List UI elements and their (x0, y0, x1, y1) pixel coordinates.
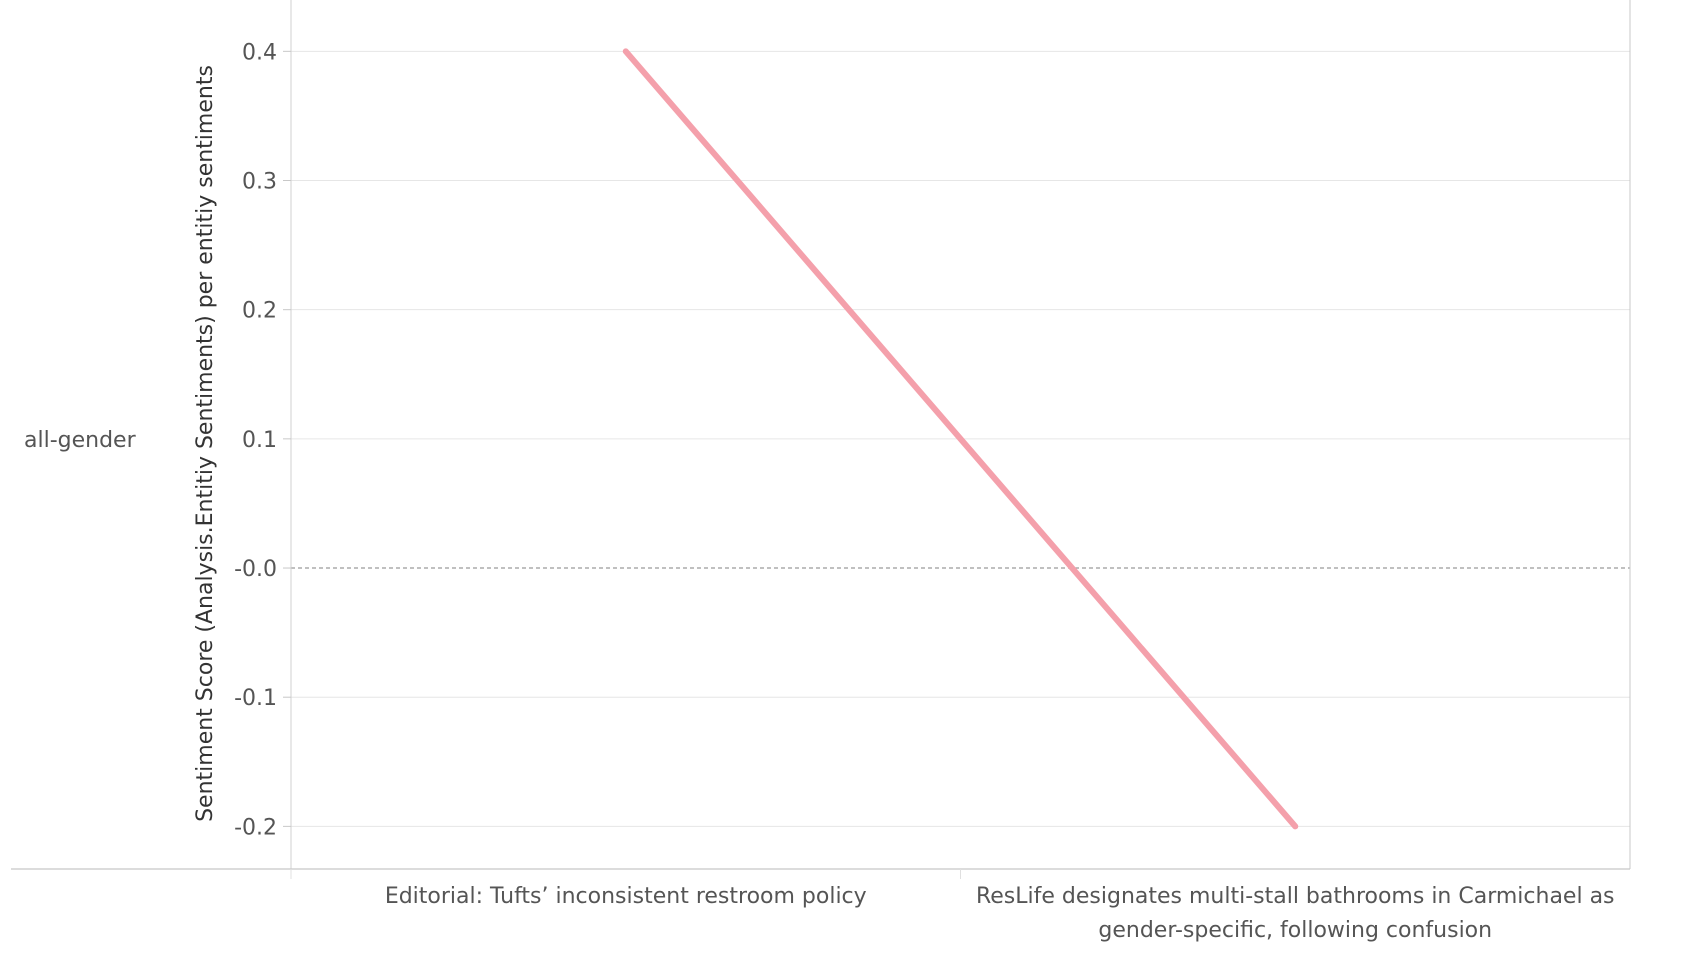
y-tick-label: -0.1 (234, 686, 277, 711)
y-tick-label: -0.0 (234, 557, 277, 582)
row-header-label: all-gender (24, 428, 137, 453)
x-axis-categories: Editorial: Tufts’ inconsistent restroom … (385, 884, 1615, 943)
y-tick-label: 0.4 (242, 40, 277, 65)
x-category-label: Editorial: Tufts’ inconsistent restroom … (385, 884, 867, 909)
series-line (622, 48, 1299, 830)
x-category-label: ResLife designates multi-stall bathrooms… (976, 884, 1615, 943)
series-lines (622, 48, 1299, 830)
gridlines (291, 50, 1630, 827)
y-tick-label: 0.3 (242, 170, 277, 195)
y-tick-label: 0.1 (242, 428, 277, 453)
y-tick-label: 0.2 (242, 299, 277, 324)
y-tick-label: -0.2 (234, 815, 277, 840)
axes (11, 0, 1631, 879)
y-axis-ticks: 0.4 0.3 0.2 0.1 -0.0 -0.1 -0.2 (234, 40, 291, 840)
y-axis-title: Sentiment Score (Analysis.Entitiy Sentim… (193, 65, 218, 822)
